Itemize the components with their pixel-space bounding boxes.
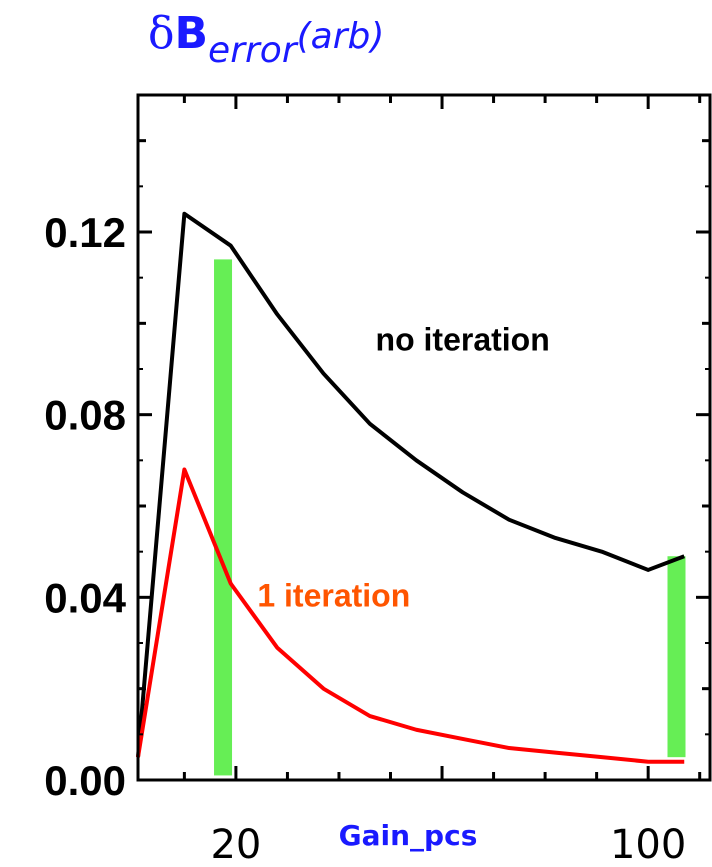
x-tick-label: 20 <box>210 822 261 867</box>
highlight-bar-2 <box>667 556 686 758</box>
x-tick-label: 100 <box>610 822 686 867</box>
y-tick-label: 0.04 <box>44 574 126 621</box>
series-annotation-1: no iteration <box>376 322 550 358</box>
x-axis-label: Gain_pcs <box>339 819 478 852</box>
series-annotation-2: 1 iteration <box>257 577 410 613</box>
title-subscript: error <box>208 30 297 71</box>
y-tick-label: 0.08 <box>44 392 126 439</box>
title-main: B <box>174 8 209 59</box>
plot-frame <box>136 93 712 782</box>
title-suffix: (arb) <box>296 16 385 57</box>
y-tick-label: 0.00 <box>44 757 126 804</box>
highlight-bar-1 <box>214 259 233 776</box>
title-delta: δ <box>148 8 175 59</box>
chart-title: δBerror(arb) <box>148 8 384 71</box>
y-tick-label: 0.12 <box>44 209 126 256</box>
